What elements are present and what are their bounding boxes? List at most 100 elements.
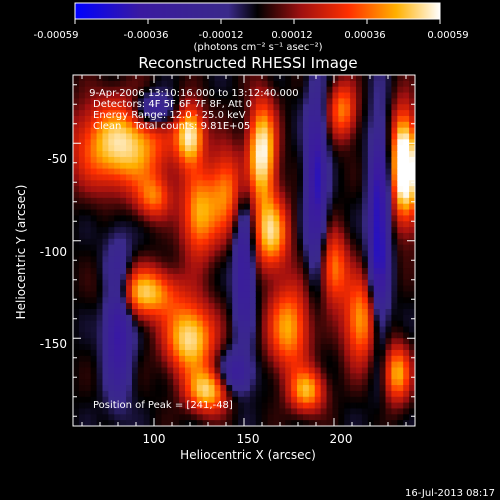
heatmap-cell [220,314,227,322]
heatmap-cell [397,385,404,392]
heatmap-cell [126,344,133,351]
heatmap-cell [120,203,127,211]
heatmap-cell [326,156,334,164]
heatmap-cell [326,244,334,252]
heatmap-cell [202,285,210,293]
heatmap-cell [326,121,334,129]
heatmap-cell [391,180,398,187]
heatmap-cell [131,174,139,181]
heatmap-cell [131,203,139,211]
heatmap-cell [344,232,351,240]
heatmap-cell [397,355,404,363]
heatmap-cell [409,390,415,398]
heatmap-cell [73,414,80,421]
heatmap-cell [173,379,180,386]
heatmap-cell [302,209,310,216]
heatmap-cell [190,279,198,287]
heatmap-cell [90,232,98,240]
heatmap-cell [220,98,227,105]
heatmap-cell [173,238,180,246]
heatmap-cell [314,127,322,135]
heatmap-cell [73,174,80,181]
heatmap-cell [373,162,381,170]
heatmap-cell [261,291,269,298]
heatmap-cell [373,180,381,187]
heatmap-cell [84,197,92,205]
heatmap-cell [196,268,204,275]
heatmap-cell [78,133,86,140]
heatmap-cell [208,209,216,216]
heatmap-cell [73,192,80,199]
heatmap-cell [167,168,174,176]
heatmap-cell [96,355,104,363]
heatmap-cell [179,279,186,287]
heatmap-cell [78,80,86,88]
heatmap-cell [391,390,398,398]
heatmap-cell [255,180,263,187]
heatmap-cell [273,326,280,333]
heatmap-cell [108,408,115,415]
heatmap-cell [255,414,263,421]
heatmap-cell [391,215,398,222]
heatmap-cell [173,361,180,369]
heatmap-cell [143,244,151,252]
heatmap-cell [314,80,322,88]
heatmap-cell [78,186,86,193]
heatmap-cell [391,162,398,170]
heatmap-cell [279,168,286,176]
heatmap-cell [308,385,316,392]
heatmap-cell [137,402,145,410]
heatmap-cell [356,297,363,304]
heatmap-cell [403,297,410,304]
heatmap-cell [385,244,393,252]
heatmap-cell [208,420,216,426]
heatmap-cell [190,98,198,105]
heatmap-cell [314,420,322,426]
heatmap-cell [373,145,381,152]
heatmap-cell [149,367,157,374]
heatmap-cell [131,180,139,187]
heatmap-cell [108,285,115,293]
heatmap-cell [255,390,263,398]
heatmap-cell [279,303,286,310]
heatmap-cell [96,192,104,199]
heatmap-cell [279,127,286,135]
heatmap-cell [320,273,328,281]
heatmap-cell [391,232,398,240]
heatmap-cell [173,355,180,363]
heatmap-cell [185,156,192,164]
heatmap-cell [120,227,127,234]
heatmap-cell [149,385,157,392]
heatmap-cell [409,279,415,287]
heatmap-cell [326,80,334,88]
heatmap-cell [114,238,121,246]
heatmap-cell [373,121,381,129]
heatmap-cell [143,320,151,328]
heatmap-cell [202,203,210,211]
heatmap-cell [208,156,216,164]
heatmap-cell [350,127,357,135]
heatmap-cell [126,168,133,176]
heatmap-cell [196,355,204,363]
heatmap-cell [179,285,186,293]
heatmap-cell [267,156,275,164]
heatmap-cell [179,338,186,345]
heatmap-cell [190,145,198,152]
heatmap-cell [285,86,292,94]
heatmap-cell [291,139,298,146]
heatmap-cell [273,186,280,193]
heatmap-cell [185,209,192,216]
heatmap-cell [149,80,157,88]
heatmap-cell [244,268,251,275]
heatmap-cell [267,390,275,398]
heatmap-cell [185,180,192,187]
heatmap-cell [155,104,163,111]
heatmap-cell [173,314,180,322]
heatmap-cell [373,385,381,392]
heatmap-cell [308,297,316,304]
heatmap-cell [108,385,115,392]
heatmap-cell [350,115,357,123]
heatmap-cell [126,379,133,386]
heatmap-cell [238,227,245,234]
heatmap-cell [338,115,345,123]
